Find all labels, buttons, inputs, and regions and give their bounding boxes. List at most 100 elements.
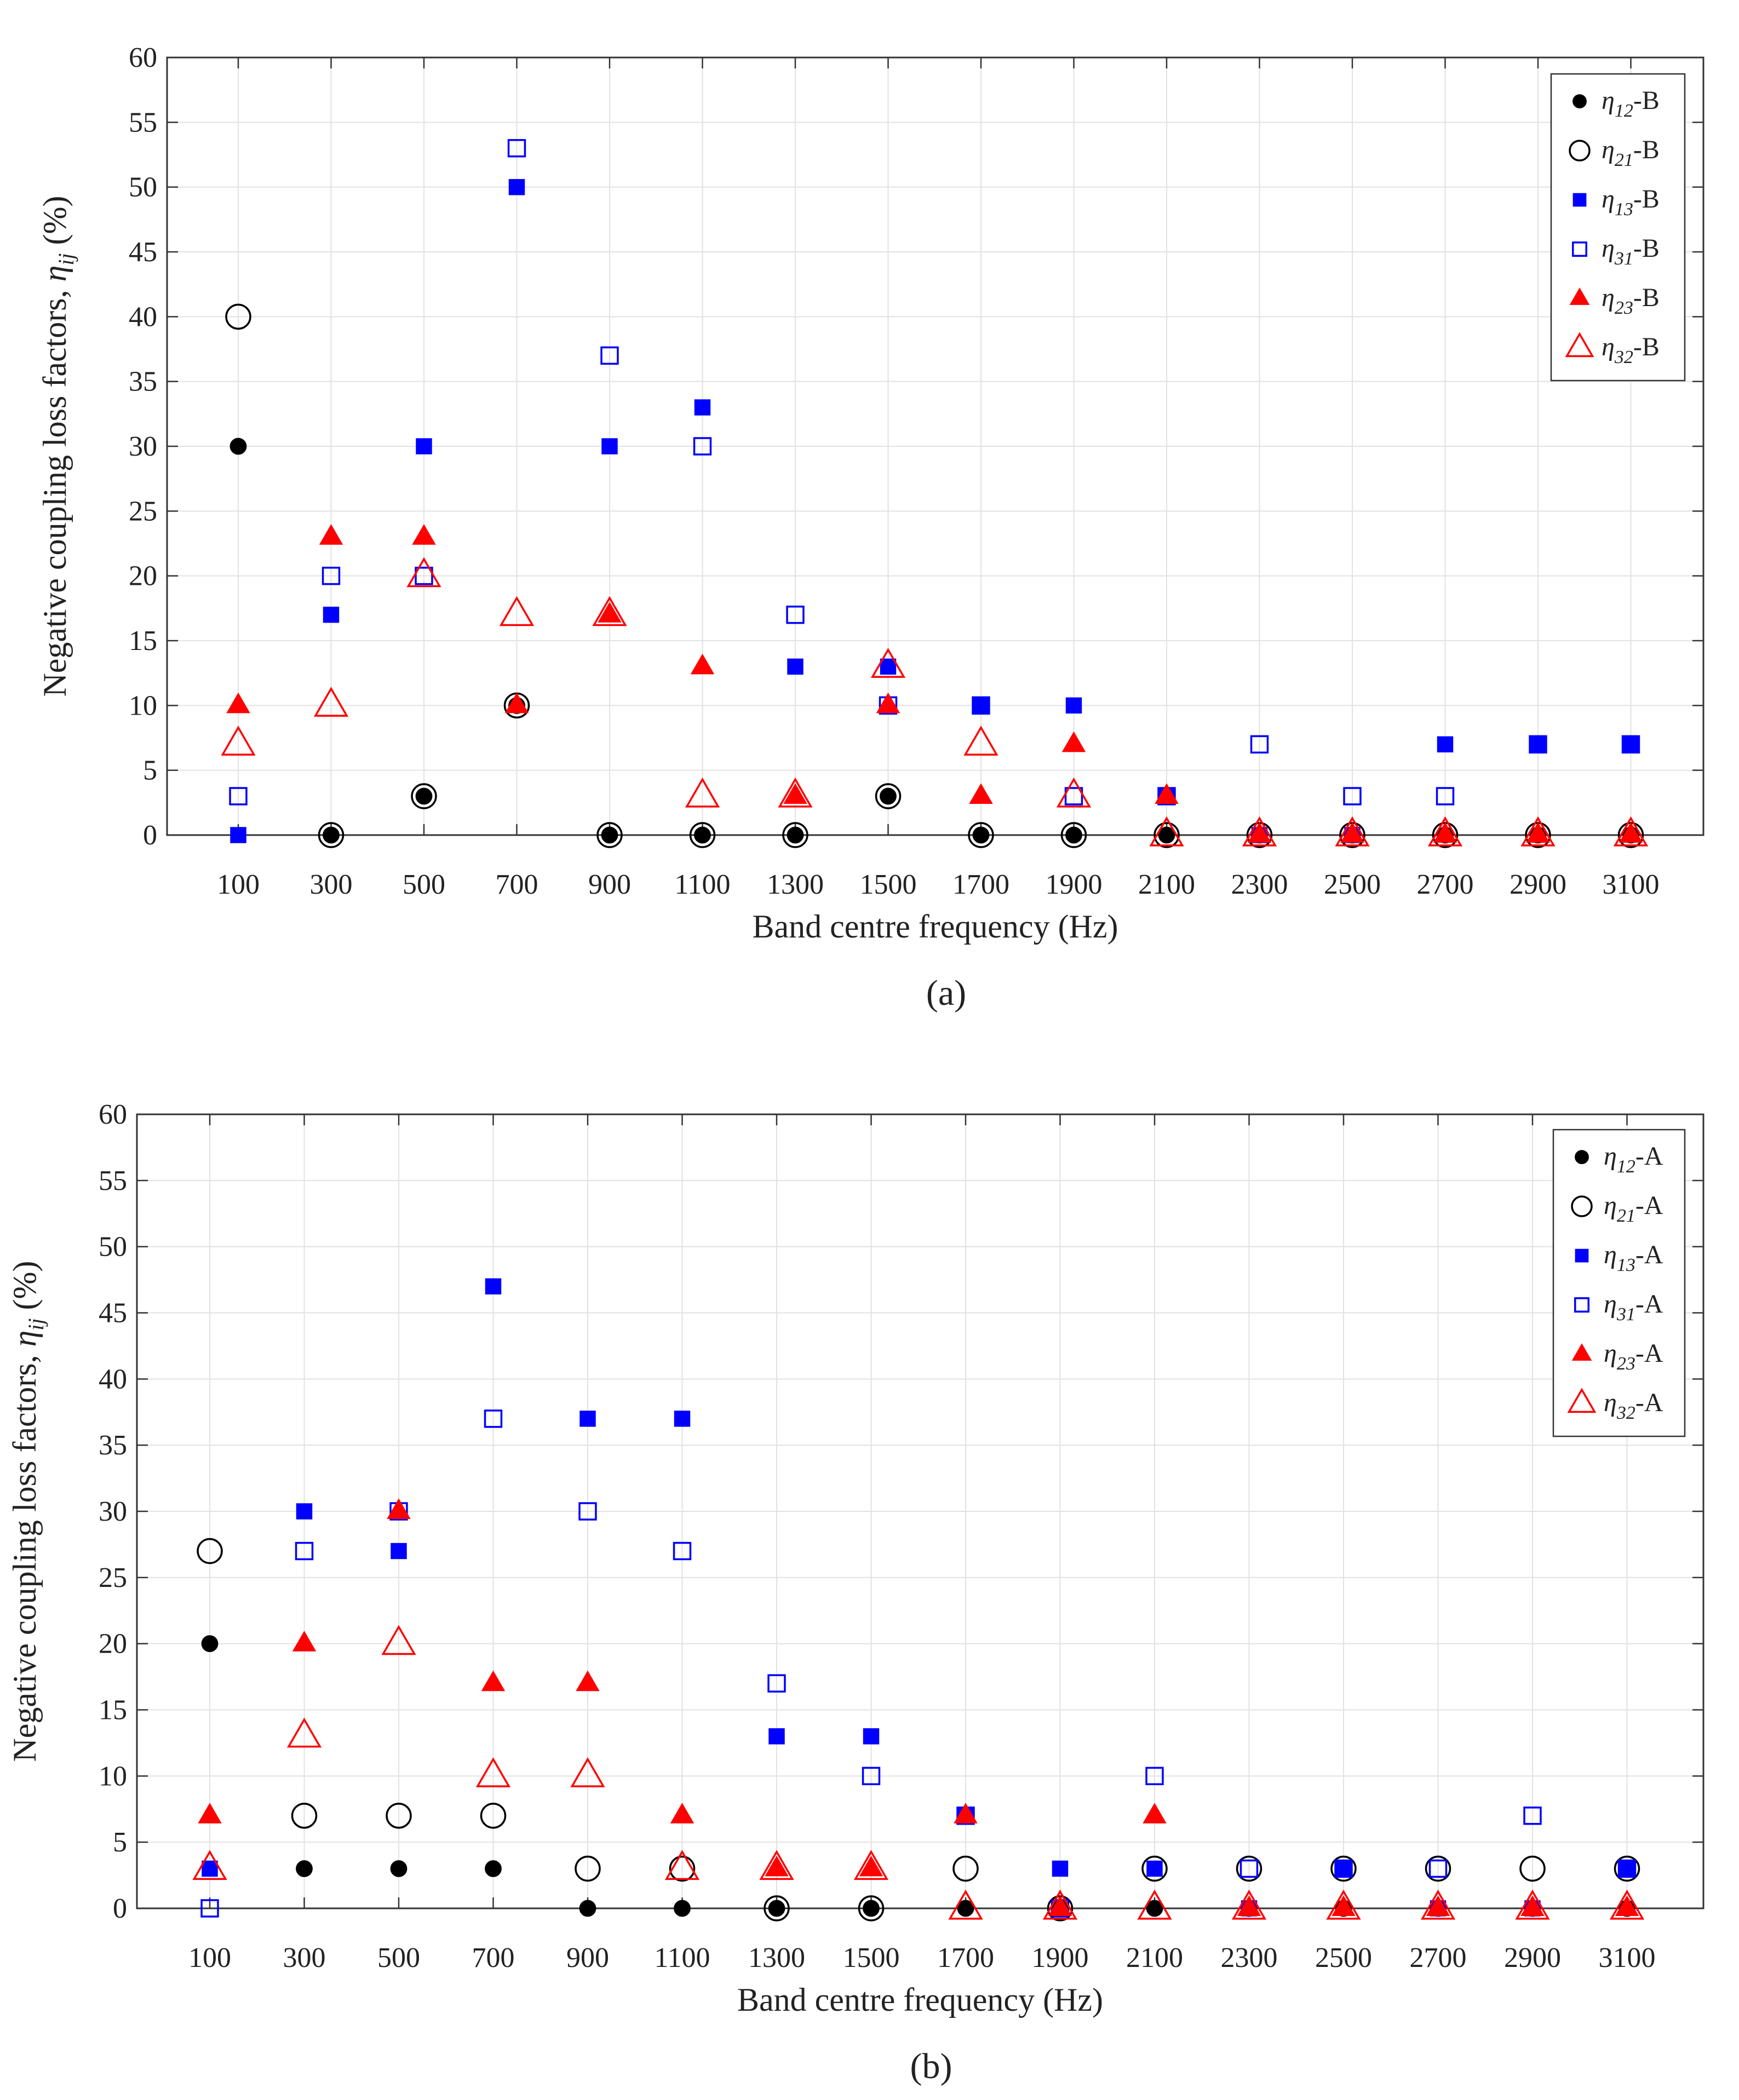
data-point	[767, 1674, 786, 1693]
data-point	[972, 826, 990, 844]
x-tick-label: 700	[496, 869, 538, 900]
data-point	[1420, 1889, 1456, 1920]
data-point	[957, 1900, 974, 1917]
data-point	[570, 1757, 605, 1787]
data-point	[601, 826, 618, 844]
y-tick-label: 35	[99, 1430, 127, 1461]
x-tick-label: 2300	[1221, 1942, 1278, 1974]
data-point	[200, 1899, 219, 1918]
axes-box	[166, 56, 1704, 836]
data-point	[664, 1850, 700, 1880]
data-point	[292, 1631, 317, 1652]
y-axis-title-subscript: ij	[54, 253, 78, 265]
data-point	[1231, 1889, 1267, 1920]
y-axis-title: Negative coupling loss factors, ηij (%)	[37, 195, 78, 697]
data-point	[1056, 777, 1092, 808]
data-point	[1437, 736, 1454, 753]
x-tick-label: 100	[217, 869, 260, 900]
x-tick-label: 700	[472, 1942, 515, 1974]
legend-marker	[1569, 140, 1591, 162]
data-point	[1237, 1895, 1261, 1917]
x-tick-label: 1700	[937, 1942, 994, 1974]
data-point	[1426, 1895, 1450, 1917]
x-tick-label: 2100	[1126, 1942, 1183, 1974]
x-tick-label: 2900	[1510, 869, 1566, 900]
data-point	[1425, 1855, 1451, 1882]
data-point	[1343, 787, 1362, 806]
legend-marker	[1572, 241, 1587, 257]
data-point	[674, 1411, 691, 1427]
data-point	[387, 1498, 411, 1520]
legend-label: η32-B	[1602, 332, 1660, 367]
data-point	[415, 787, 433, 805]
y-tick-label: 30	[129, 431, 157, 462]
data-point	[201, 1635, 219, 1653]
legend-label: η31-A	[1604, 1290, 1663, 1325]
data-point	[768, 1900, 785, 1917]
data-point	[765, 1855, 789, 1877]
legend-marker	[1572, 193, 1587, 207]
data-point	[778, 777, 813, 808]
x-tick-label: 300	[283, 1942, 326, 1974]
data-point	[1334, 1859, 1353, 1878]
data-point	[579, 1411, 596, 1427]
data-point	[381, 1625, 416, 1655]
data-point	[859, 1855, 883, 1877]
data-point	[1335, 1860, 1352, 1877]
x-tick-label: 900	[588, 869, 631, 900]
series-23	[198, 1498, 1639, 1917]
data-point	[875, 783, 902, 809]
data-point	[1335, 816, 1370, 847]
y-axis-title-subscript: ij	[24, 1318, 48, 1330]
data-point	[221, 726, 256, 756]
data-point	[876, 692, 900, 714]
legend-label: η21-B	[1602, 135, 1660, 170]
data-point	[601, 438, 618, 454]
data-point	[1427, 816, 1463, 847]
data-point	[576, 1670, 600, 1691]
data-point	[1436, 787, 1455, 806]
data-point	[1621, 735, 1640, 754]
data-point	[499, 596, 535, 626]
x-tick-label: 1900	[1032, 1942, 1089, 1974]
data-point	[972, 696, 990, 715]
data-point	[1428, 1859, 1448, 1878]
data-point	[1155, 783, 1179, 804]
data-point	[415, 566, 433, 585]
data-point	[296, 1503, 313, 1520]
x-tick-label: 1100	[654, 1942, 710, 1974]
data-point	[1060, 822, 1087, 848]
legend-label: η32-A	[1604, 1388, 1663, 1423]
x-tick-label: 1300	[767, 869, 824, 900]
chart-panel-b: 0 5 10 15 20 25 30 35 40 45 50 55 60 100 300 500 700 900 1…	[7, 1099, 1704, 2086]
data-point	[1236, 1855, 1262, 1882]
data-point	[596, 822, 623, 848]
data-point	[475, 1757, 511, 1787]
data-point	[673, 1541, 692, 1561]
data-point	[1615, 1895, 1639, 1917]
data-point	[863, 1728, 880, 1745]
data-point	[507, 139, 526, 158]
data-point	[1143, 1803, 1167, 1823]
data-point	[504, 692, 529, 714]
legend-label: η23-B	[1602, 283, 1660, 318]
x-tick-label: 2500	[1315, 1942, 1372, 1974]
y-tick-label: 55	[99, 1165, 127, 1196]
y-tick-label: 60	[129, 42, 157, 73]
data-point	[1247, 822, 1272, 843]
x-tick-label: 1700	[952, 869, 1009, 900]
data-point	[1609, 1889, 1645, 1920]
data-point	[313, 687, 349, 717]
x-tick-label: 500	[377, 1942, 420, 1974]
legend-label: η13-B	[1602, 185, 1660, 220]
x-tick-label: 1500	[843, 1942, 900, 1974]
x-tick-label: 2700	[1417, 869, 1474, 900]
y-tick-label: 15	[99, 1695, 127, 1726]
data-point	[693, 437, 712, 456]
data-point	[948, 1889, 983, 1920]
series-13	[202, 1278, 1635, 1917]
data-point	[952, 1855, 979, 1882]
data-point	[578, 1502, 597, 1521]
data-point	[229, 438, 247, 455]
data-point	[296, 1860, 313, 1877]
